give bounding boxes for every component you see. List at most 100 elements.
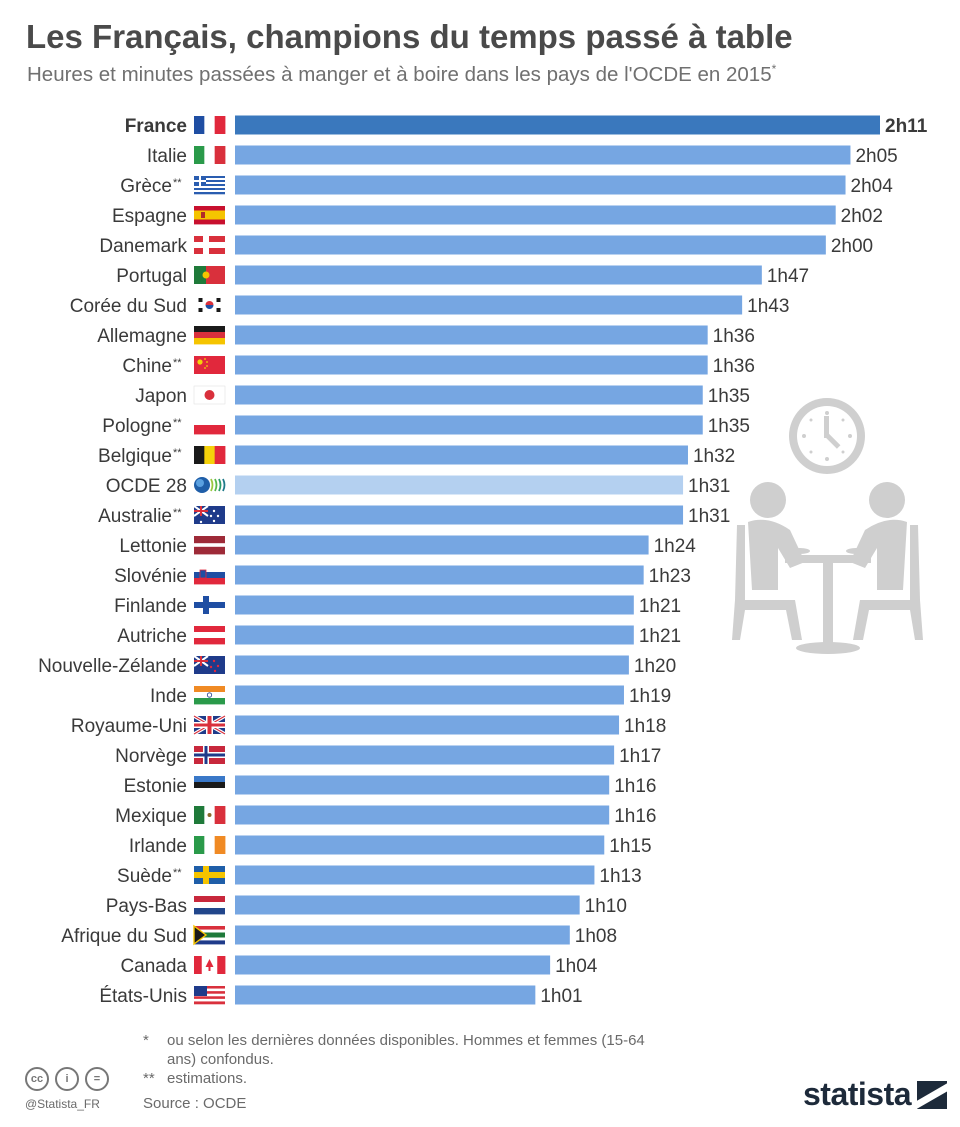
bar [235, 415, 703, 435]
value-label: 1h35 [708, 416, 750, 437]
bar [235, 535, 649, 555]
estimate-mark: ** [173, 357, 182, 369]
license-icons: cc i = [25, 1067, 109, 1091]
bar [235, 715, 620, 735]
flag-pt-icon [194, 266, 225, 284]
flag-cn-icon [194, 356, 225, 374]
category-label: Italie [147, 146, 187, 167]
chart-row: Lettonie 1h24 [119, 535, 696, 557]
bar [235, 745, 615, 765]
bar [235, 445, 688, 465]
category-label: Irlande [129, 836, 187, 857]
flag-in-icon [194, 686, 225, 705]
value-label: 1h20 [634, 656, 676, 677]
chart-row: Estonie 1h16 [124, 775, 656, 797]
bar [235, 805, 610, 825]
chart-row: Portugal 1h47 [116, 265, 809, 287]
footnote-2: ** estimations. [143, 1070, 248, 1087]
category-label: Australie [98, 506, 172, 527]
source-note: Source : OCDE [143, 1095, 247, 1112]
category-label: Grèce [120, 176, 172, 197]
flag-be-icon [194, 446, 226, 464]
chart-row: Irlande 1h15 [129, 835, 652, 857]
chart-row: France 2h11 [125, 115, 928, 137]
value-label: 1h32 [693, 446, 735, 467]
bar [235, 475, 684, 495]
chart-row: Italie 2h05 [147, 145, 898, 167]
bar [235, 325, 708, 345]
chart-row: Danemark 2h00 [99, 235, 873, 257]
chart-row: Pologne ** 1h35 [102, 415, 750, 437]
flag-fi-icon [194, 596, 225, 614]
statista-logo-icon [917, 1080, 948, 1109]
value-label: 2h05 [855, 146, 897, 167]
category-label: Afrique du Sud [61, 926, 187, 947]
chart-row: Mexique 1h16 [115, 805, 656, 827]
social-handle[interactable]: @Statista_FR [25, 1097, 100, 1111]
bar [235, 955, 551, 975]
category-label: Pologne [102, 416, 172, 437]
category-label: Finlande [114, 596, 187, 617]
category-label: Norvège [115, 746, 187, 767]
no-derivatives-icon: = [85, 1067, 109, 1091]
flag-kr-icon [194, 296, 225, 314]
bar [235, 685, 624, 705]
footnotes: * ou selon les dernières données disponi… [143, 1031, 677, 1088]
flag-mx-icon [194, 806, 226, 824]
bar [235, 205, 836, 225]
category-label: Nouvelle-Zélande [38, 656, 187, 677]
flag-no-icon [194, 746, 225, 764]
value-label: 1h43 [747, 296, 789, 317]
chart-row: Autriche 1h21 [117, 625, 681, 647]
chart-row: Suède ** 1h13 [117, 865, 642, 887]
chart-row: Espagne 2h02 [112, 205, 883, 227]
chart-row: Norvège 1h17 [115, 745, 661, 767]
category-label: Estonie [124, 776, 187, 797]
chart-row: États-Unis 1h01 [99, 985, 583, 1007]
bar [235, 175, 846, 195]
category-label: Suède [117, 866, 172, 887]
attribution-icon: i [55, 1067, 79, 1091]
footnote-1: * ou selon les dernières données disponi… [143, 1032, 645, 1068]
flag-nl-icon [194, 896, 225, 915]
flag-si-icon [194, 566, 225, 585]
value-label: 1h31 [688, 506, 730, 527]
flag-de-icon [194, 326, 225, 345]
statista-logo[interactable]: statista [803, 1076, 948, 1113]
value-label: 1h35 [708, 386, 750, 407]
value-label: 1h08 [575, 926, 617, 947]
chart-row: Inde 1h19 [150, 685, 671, 707]
category-label: Japon [135, 386, 187, 407]
value-label: 2h02 [841, 206, 883, 227]
value-label: 1h31 [688, 476, 730, 497]
value-label: 1h36 [713, 356, 755, 377]
estimate-mark: ** [173, 447, 182, 459]
value-label: 2h04 [851, 176, 894, 197]
value-label: 2h11 [885, 116, 928, 137]
category-label: Chine [122, 356, 172, 377]
flag-fr-icon [194, 116, 226, 134]
bar [235, 115, 880, 135]
bar [235, 505, 684, 525]
category-label: Autriche [117, 626, 187, 647]
category-label: OCDE 28 [106, 476, 187, 497]
value-label: 1h19 [629, 686, 671, 707]
flag-oecd-icon [194, 477, 226, 493]
value-label: 1h01 [540, 986, 582, 1007]
flag-it-icon [194, 146, 226, 164]
flag-jp-icon [193, 385, 226, 405]
flag-za-icon [193, 924, 225, 946]
estimate-mark: ** [173, 507, 182, 519]
chart-row: Japon 1h35 [135, 385, 750, 407]
value-label: 2h00 [831, 236, 873, 257]
chart-row: Finlande 1h21 [114, 595, 681, 617]
value-label: 1h13 [599, 866, 641, 887]
category-label: Mexique [115, 806, 187, 827]
flag-es-icon [194, 206, 225, 225]
category-label: États-Unis [99, 986, 187, 1007]
value-label: 1h16 [614, 806, 656, 827]
chart-row: Corée du Sud 1h43 [70, 295, 789, 317]
category-label: Allemagne [97, 326, 187, 347]
dining-illustration [732, 398, 923, 654]
value-label: 1h10 [585, 896, 627, 917]
